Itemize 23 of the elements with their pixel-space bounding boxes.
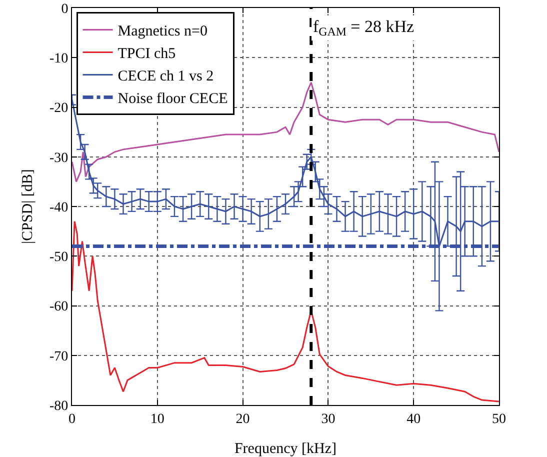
x-tick-label: 40 <box>406 412 421 427</box>
legend-label: TPCI ch5 <box>118 46 176 62</box>
legend-label: Magnetics n=0 <box>118 24 208 40</box>
ref-line-label: f$_{GAM}$ = 28 kHz <box>313 17 415 39</box>
y-tick-label: -20 <box>50 101 68 116</box>
x-tick-label: 20 <box>236 412 250 427</box>
y-tick-label: -30 <box>50 150 68 166</box>
line-series <box>72 220 499 402</box>
x-axis-title: Frequency [kHz] <box>234 441 337 457</box>
y-tick-label: -50 <box>50 250 68 266</box>
y-tick-label: -60 <box>50 300 68 315</box>
x-tick-label: 10 <box>150 412 164 427</box>
legend-label: CECE ch 1 vs 2 <box>118 68 214 85</box>
y-tick-label: -40 <box>50 200 68 216</box>
x-tick-label: 50 <box>492 412 506 427</box>
x-tick-label: 30 <box>321 412 336 427</box>
y-tick-label: -70 <box>50 349 68 364</box>
y-tick-label: 0 <box>61 2 68 17</box>
y-tick-label: -10 <box>50 52 68 67</box>
y-tick-label: -80 <box>50 398 68 414</box>
y-axis-title: |CPSD| [dB] <box>20 169 36 244</box>
legend-label: Noise floor CECE <box>118 91 228 108</box>
line-series <box>72 82 499 182</box>
